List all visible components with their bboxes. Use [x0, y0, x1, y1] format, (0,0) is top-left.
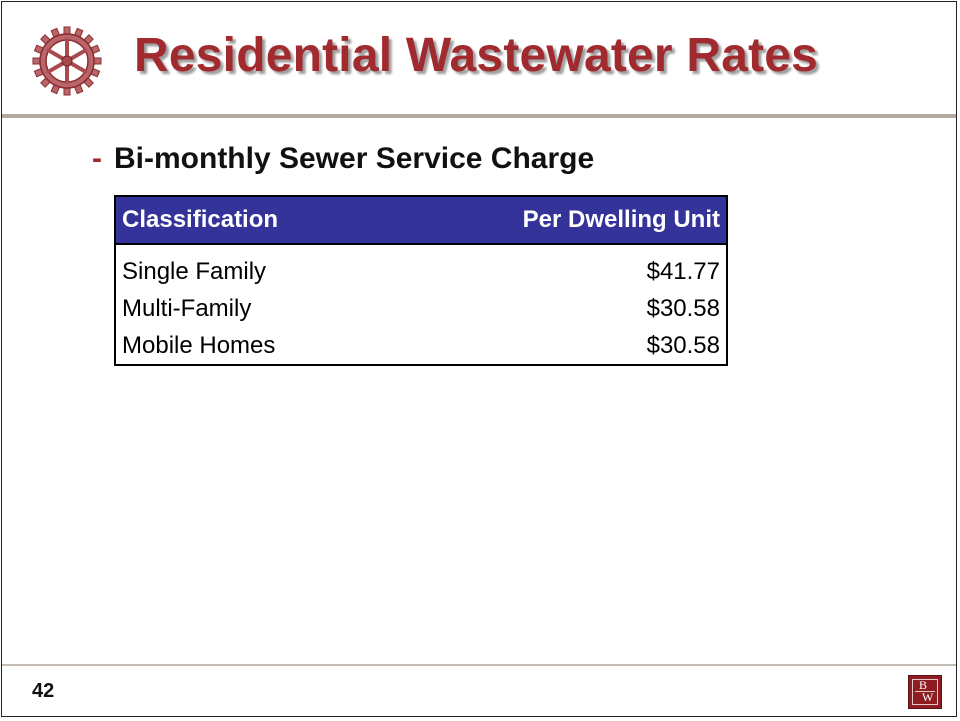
logo-bar — [915, 691, 935, 692]
classification-cell: Single Family — [122, 257, 267, 285]
rate-cell: $41.77 — [646, 257, 720, 285]
rate-cell: $30.58 — [646, 331, 720, 359]
table-row: Single Family $41.77 — [115, 244, 727, 290]
table-row: Mobile Homes $30.58 — [115, 327, 727, 365]
logo-letter-w: W — [922, 690, 934, 704]
logo-frame — [912, 679, 938, 705]
bullet-dash: - — [92, 142, 102, 175]
bullet-text: Bi-monthly Sewer Service Charge — [114, 142, 595, 175]
bw-logo-icon: B W — [908, 675, 942, 709]
bullet-item: - Bi-monthly Sewer Service Charge — [92, 142, 594, 176]
title-divider — [2, 114, 956, 118]
logo-letter-b: B — [919, 678, 928, 692]
table-row: Multi-Family $30.58 — [115, 290, 727, 327]
rates-table: Classification Per Dwelling Unit Single … — [114, 195, 728, 366]
classification-cell: Mobile Homes — [122, 331, 276, 359]
slide-title: Residential Wastewater Rates — [134, 29, 819, 82]
rate-cell: $30.58 — [646, 294, 720, 322]
page-number: 42 — [32, 680, 55, 702]
table-header-row: Classification Per Dwelling Unit — [115, 196, 727, 245]
classification-cell: Multi-Family — [122, 294, 252, 322]
gear-icon — [32, 26, 102, 96]
column-header-classification: Classification — [115, 196, 388, 245]
footer-divider — [2, 664, 956, 666]
column-header-per-dwelling-unit: Per Dwelling Unit — [387, 196, 727, 245]
